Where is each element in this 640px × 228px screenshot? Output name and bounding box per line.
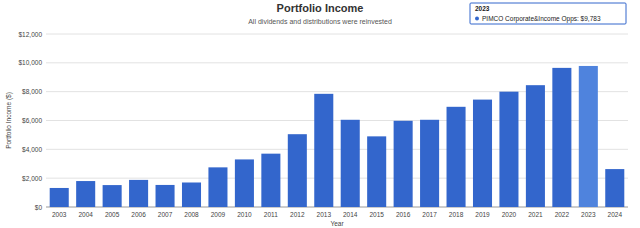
y-tick-label: $4,000 [22,146,42,153]
bar [76,181,95,207]
x-tick-label: 2018 [449,211,464,218]
grid-line [46,34,628,35]
x-tick-label: 2013 [317,211,332,218]
y-tick-label: $10,000 [19,59,43,66]
x-tick-label: 2016 [396,211,411,218]
bar [208,167,227,207]
x-tick-label: 2015 [369,211,384,218]
tooltip-box [470,3,626,24]
y-axis-label: Portfolio Income ($) [5,92,13,149]
bar [526,85,545,207]
x-tick-label: 2020 [502,211,517,218]
x-tick-label: 2014 [343,211,358,218]
bar [129,180,148,207]
x-tick-label: 2004 [78,211,93,218]
bar [288,134,307,207]
tooltip-text: PIMCO Corporate&Income Opps: $9,783 [482,15,601,23]
bars [50,66,625,207]
x-tick-label: 2003 [52,211,67,218]
y-tick-label: $6,000 [22,117,42,124]
bar [341,120,360,207]
bar [552,68,571,207]
y-tick-label: $0 [35,204,43,211]
x-axis-label: Year [330,220,344,227]
bar [261,154,280,207]
x-tick-label: 2019 [475,211,490,218]
subtitle: All dividends and distributions were rei… [248,18,392,25]
x-tick-label: 2009 [211,211,226,218]
bar [314,94,333,207]
title: Portfolio Income [277,2,364,14]
grid-line [46,62,628,63]
bar [447,107,466,207]
y-tick-label: $12,000 [19,31,43,38]
bar [420,120,439,207]
x-tick-label: 2006 [131,211,146,218]
tooltip-title: 2023 [475,5,490,12]
x-tick-label: 2008 [184,211,199,218]
tooltip: 2023 PIMCO Corporate&Income Opps: $9,783 [470,3,626,24]
bar [473,100,492,207]
bar [367,136,386,207]
tooltip-marker [475,17,479,21]
chart: Portfolio Income All dividends and distri… [0,0,640,228]
x-tick-label: 2012 [290,211,305,218]
bar [394,121,413,207]
bar [156,185,175,207]
bar [579,66,598,207]
x-tick-label: 2010 [237,211,252,218]
bar [103,185,122,207]
x-tick-label: 2007 [158,211,173,218]
bar [182,182,201,207]
y-tick-label: $2,000 [22,175,42,182]
bar [499,92,518,207]
x-tick-label: 2005 [105,211,120,218]
bar [605,169,624,207]
x-tick-label: 2023 [581,211,596,218]
x-tick-label: 2022 [555,211,570,218]
y-tick-label: $8,000 [22,88,42,95]
x-tick-label: 2021 [528,211,543,218]
x-tick-label: 2017 [422,211,437,218]
bar [50,188,69,207]
x-tick-label: 2024 [608,211,623,218]
bar [235,159,254,207]
x-tick-label: 2011 [264,211,278,218]
